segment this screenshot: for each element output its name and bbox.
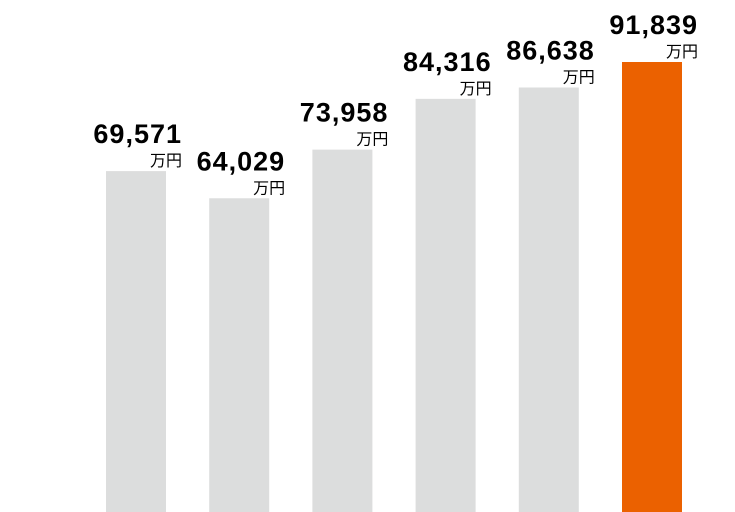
unit-label: 万円 [563, 67, 595, 86]
unit-label: 万円 [666, 42, 698, 61]
value-label: 73,958 [300, 98, 389, 128]
value-label: 86,638 [506, 35, 595, 65]
value-label: 64,029 [197, 146, 286, 176]
value-label: 84,316 [403, 47, 492, 77]
value-label: 69,571 [93, 119, 182, 149]
bar [209, 198, 270, 512]
bar [312, 149, 373, 512]
bar [415, 98, 476, 512]
unit-label: 万円 [356, 130, 388, 149]
bar [518, 87, 579, 512]
unit-label: 万円 [150, 151, 182, 170]
unit-label: 万円 [253, 178, 285, 197]
bar [622, 62, 682, 512]
bar [106, 171, 166, 512]
value-label: 91,839 [609, 10, 698, 40]
unit-label: 万円 [460, 79, 492, 98]
